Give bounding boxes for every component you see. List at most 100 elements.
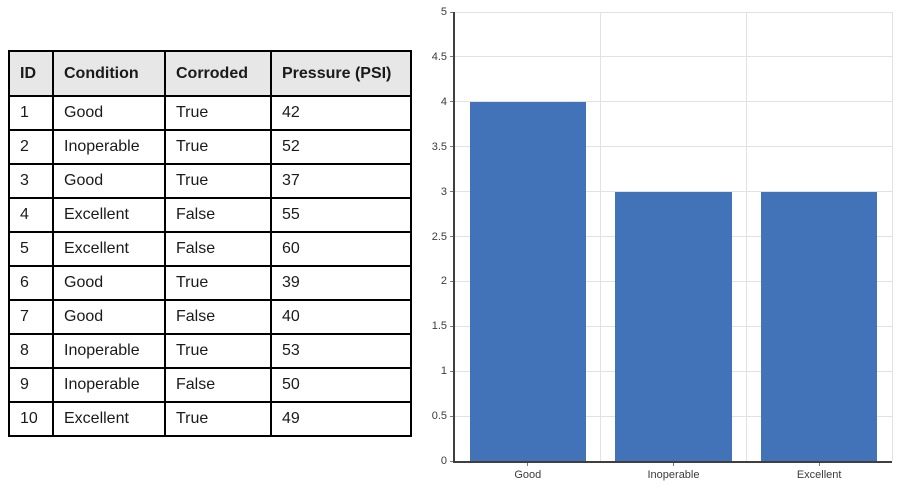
y-axis-line [453,12,455,463]
table-cell: 7 [8,299,54,335]
table-cell: Good [52,163,166,199]
table-cell: False [164,231,272,267]
table-cell: 50 [270,367,412,403]
table-cell: 10 [8,401,54,437]
y-axis-tick [450,101,455,103]
y-axis-tick [450,280,455,282]
table-row: 5 Excellent False 60 [8,231,412,267]
y-axis-tick [450,415,455,417]
y-axis-tick-label: 4 [440,95,447,108]
y-axis-tick [450,56,455,58]
y-axis-tick-label: 2 [440,275,447,288]
bar-excellent [760,191,878,461]
y-axis-tick [450,460,455,462]
table-cell: 3 [8,163,54,199]
table-row: 6 Good True 39 [8,265,412,301]
y-axis-tick-label: 0.5 [431,410,447,423]
table-cell: 8 [8,333,54,369]
table-cell: 2 [8,129,54,165]
table-cell: 40 [270,299,412,335]
h-gridline [455,101,892,103]
x-axis-tick [673,461,674,466]
y-axis-tick [450,325,455,327]
y-axis-tick-label: 5 [440,6,447,18]
y-axis-tick-label: 4.5 [431,50,447,63]
x-axis-category-label: Excellent [796,469,842,481]
table-cell: True [164,333,272,369]
y-axis-tick-label: 0 [440,455,447,467]
x-axis-tick [818,461,820,466]
v-gridline [891,12,893,461]
table-row: 4 Excellent False 55 [8,197,412,233]
table-cell: Excellent [52,231,166,267]
y-axis-tick-label: 2.5 [431,230,447,243]
table-cell: Excellent [52,197,166,233]
y-axis-tick-label: 1 [440,365,447,378]
y-axis-tick-label: 1.5 [431,320,447,333]
y-axis-tick-label: 3.5 [431,140,447,153]
table-cell: Good [52,265,166,301]
table-cell: True [164,95,272,131]
table-row: 7 Good False 40 [8,299,412,335]
h-gridline [455,11,892,13]
table-cell: 53 [270,333,412,369]
table-cell: True [164,401,272,437]
pipe-data-table: ID Condition Corroded Pressure (PSI) 1 Go… [8,50,412,437]
column-header-corroded: Corroded [164,50,272,97]
table-cell: True [164,163,272,199]
table-cell: 6 [8,265,54,301]
table-cell: Inoperable [52,367,166,403]
table-row: 8 Inoperable True 53 [8,333,412,369]
table-cell: False [164,299,272,335]
x-axis-tick [527,461,529,466]
bar-good [469,101,587,461]
y-axis-tick [450,370,455,372]
table-header: ID Condition Corroded Pressure (PSI) [8,50,412,97]
table-cell: 42 [270,95,412,131]
table-cell: 37 [270,163,412,199]
v-gridline [745,12,747,461]
column-header-id: ID [8,50,54,97]
table-cell: True [164,129,272,165]
table-cell: 1 [8,95,54,131]
table-row: 10 Excellent True 49 [8,401,412,437]
table-cell: 5 [8,231,54,267]
column-header-pressure: Pressure (PSI) [270,50,412,97]
column-header-condition: Condition [52,50,166,97]
table-cell: False [164,367,272,403]
table-cell: 60 [270,231,412,267]
table-row: 9 Inoperable False 50 [8,367,412,403]
table-row: 2 Inoperable True 52 [8,129,412,165]
x-axis-category-label: Good [514,469,542,481]
bar-inoperable [615,191,732,461]
table-cell: 4 [8,197,54,233]
table-cell: Good [52,299,166,335]
table-cell: Inoperable [52,333,166,369]
table-row: 1 Good True 42 [8,95,412,131]
table-cell: 55 [270,197,412,233]
h-gridline [455,56,892,58]
y-axis-tick [450,11,455,13]
v-gridline [600,12,602,461]
table-cell: 52 [270,129,412,165]
x-axis-category-label: Inoperable [647,469,700,481]
y-axis-tick-label: 3 [440,185,447,198]
table-cell: Good [52,95,166,131]
table-cell: 49 [270,401,412,437]
table-row: 3 Good True 37 [8,163,412,199]
table-cell: False [164,197,272,233]
table-cell: 39 [270,265,412,301]
h-gridline [455,146,892,148]
table-header-row: ID Condition Corroded Pressure (PSI) [8,50,412,97]
table-cell: Inoperable [52,129,166,165]
bar-chart: 0 0.5 1 1.5 2 2.5 3 3.5 4 4.5 5 Good Inoperable Excel… [420,0,904,487]
y-axis-tick [450,236,455,237]
table-cell: Excellent [52,401,166,437]
table-cell: True [164,265,272,301]
table-cell: 9 [8,367,54,403]
x-axis-line [453,461,892,463]
y-axis-tick [450,146,455,148]
y-axis-tick [450,191,455,193]
table-body: 1 Good True 42 2 Inoperable True 52 3 Good True 37 4… [8,95,412,437]
